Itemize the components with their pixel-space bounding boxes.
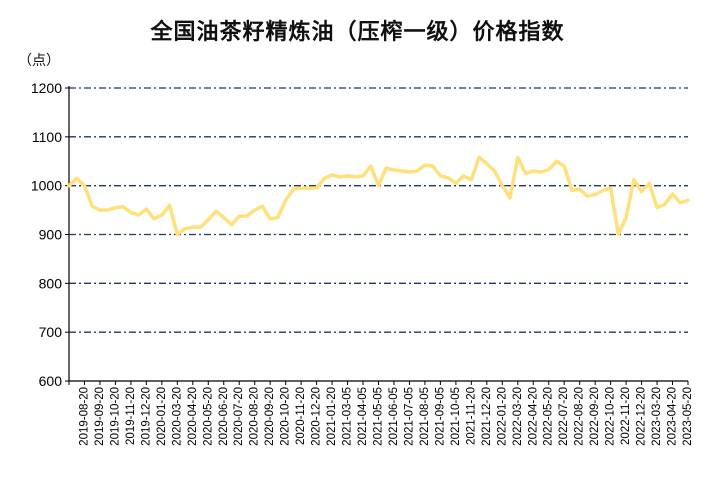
x-tick-labels: 2019-08-20 2019-09-20 2019-10-20 2019-11-20…	[78, 387, 694, 446]
y-tick-label: 1200	[31, 80, 62, 96]
x-tick-label: 2023-03-20	[651, 387, 663, 446]
x-tick-label: 2020-09-20	[264, 387, 276, 446]
x-tick-label: 2022-09-20	[589, 387, 601, 446]
x-tick-label: 2020-08-20	[249, 387, 261, 446]
x-tick-label: 2022-11-20	[620, 387, 632, 445]
y-tick-label: 900	[39, 227, 63, 243]
x-tick-label: 2023-04-20	[667, 387, 679, 446]
x-tick-label: 2019-11-20	[125, 387, 137, 445]
x-tick-label: 2019-12-20	[140, 387, 152, 446]
x-tick-label: 2021-10-05	[450, 387, 462, 446]
x-tick-label: 2021-07-05	[403, 387, 415, 446]
x-tick-label: 2022-04-20	[527, 387, 539, 446]
x-tick-label: 2019-10-20	[109, 387, 121, 446]
x-tick-label: 2021-04-05	[357, 387, 369, 446]
x-tick-label: 2021-11-20	[465, 387, 477, 445]
x-tick-label: 2020-05-20	[202, 387, 214, 446]
y-tick-label: 600	[39, 373, 63, 389]
x-tick-label: 2020-07-20	[233, 387, 245, 446]
x-tick-label: 2020-11-20	[295, 387, 307, 445]
y-tick-label: 1000	[31, 178, 62, 194]
x-tick-label: 2022-12-20	[636, 387, 648, 446]
x-tick-label: 2020-01-20	[156, 387, 168, 446]
y-tick-label: 800	[39, 275, 63, 291]
x-tick-label: 2022-01-20	[496, 387, 508, 446]
y-tick-labels: 600 700 800 900 1000 1100 1200	[31, 80, 62, 389]
x-tick-label: 2020-12-20	[311, 387, 323, 446]
y-axis-unit-label: （点）	[18, 53, 60, 69]
x-tick-label: 2021-09-05	[434, 387, 446, 446]
x-tick-label: 2019-08-20	[78, 387, 90, 446]
x-tick-label: 2022-05-20	[543, 387, 555, 446]
x-tick-label: 2021-08-05	[419, 387, 431, 446]
x-tick-label: 2022-03-20	[512, 387, 524, 446]
x-tick-label: 2020-10-20	[280, 387, 292, 446]
grid-lines	[69, 87, 688, 333]
x-tick-label: 2022-08-20	[574, 387, 586, 446]
x-tick-label: 2020-04-20	[187, 387, 199, 446]
price-index-line	[67, 155, 690, 237]
y-tick-label: 1100	[32, 129, 62, 145]
x-tick-label: 2020-06-20	[218, 387, 230, 446]
x-tick-label: 2021-03-05	[342, 387, 354, 446]
axes	[65, 86, 689, 385]
x-tick-label: 2021-12-20	[481, 387, 493, 446]
x-tick-label: 2021-06-05	[388, 387, 400, 446]
y-tick-label: 700	[39, 324, 63, 340]
x-tick-label: 2019-09-20	[94, 387, 106, 446]
x-tick-label: 2022-07-20	[558, 387, 570, 446]
x-tick-label: 2022-10-20	[605, 387, 617, 446]
x-tick-label: 2021-05-05	[373, 387, 385, 446]
x-tick-label: 2021-01-20	[326, 387, 338, 446]
x-tick-label: 2020-03-20	[171, 387, 183, 446]
chart-title: 全国油茶籽精炼油（压榨一级）价格指数	[150, 20, 565, 45]
x-tick-label: 2023-05-20	[682, 387, 694, 446]
